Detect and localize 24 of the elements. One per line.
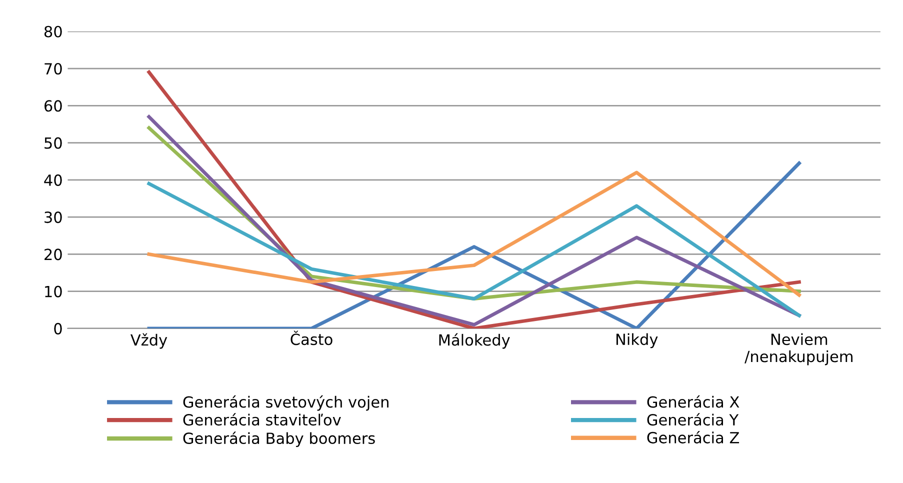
legend-label: Generácia svetových vojen: [183, 395, 388, 411]
y-tick-label: 0: [54, 322, 62, 334]
y-tick-label: 80: [44, 26, 62, 38]
line-series: [147, 170, 801, 297]
y-tick-label: 10: [45, 286, 62, 298]
legend-label: Generácia X: [647, 395, 740, 408]
y-tick-label: 60: [44, 100, 62, 112]
legend-label: Generácia staviteľov: [183, 413, 341, 426]
legend-label: Generácia Z: [647, 431, 740, 444]
x-tick-label: Vždy: [130, 333, 168, 349]
y-tick-label: 70: [44, 62, 62, 75]
y-tick-label: 50: [44, 137, 62, 149]
legend-label: Generácia Baby boomers: [183, 432, 375, 448]
x-tick-label: Často: [290, 330, 332, 346]
line-series: [147, 115, 801, 326]
x-tick-label: Málokedy: [439, 333, 510, 349]
line-series: [147, 182, 801, 318]
line-series: [147, 70, 801, 328]
x-tick-label: Nikdy: [616, 333, 658, 348]
legend-label: Generácia Y: [647, 413, 739, 426]
y-tick-label: 40: [44, 174, 62, 186]
x-tick-label: Neviem /nenakupujem: [744, 333, 852, 366]
y-tick-label: 30: [44, 212, 62, 224]
y-tick-label: 20: [44, 248, 62, 260]
